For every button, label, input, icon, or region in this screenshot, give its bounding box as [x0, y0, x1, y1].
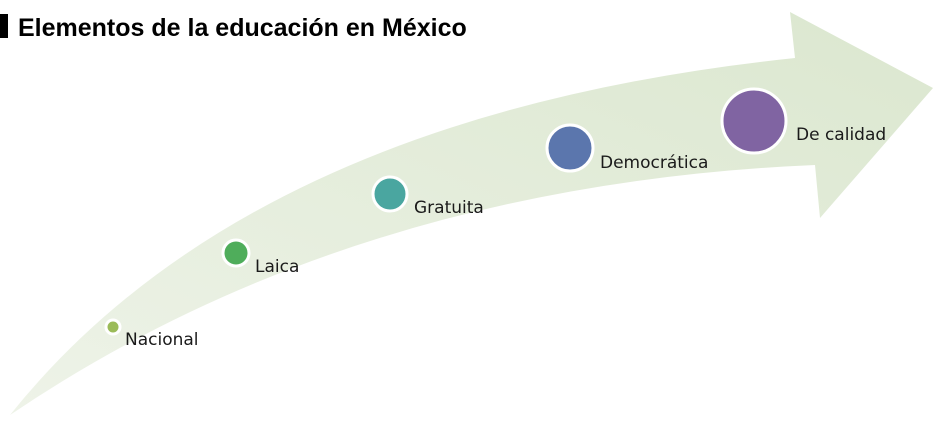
title-marker: [0, 14, 8, 38]
node-label: Laica: [255, 257, 299, 277]
node-circle: [104, 318, 122, 336]
arrow: [10, 12, 933, 415]
node-circle: [371, 175, 409, 213]
node-circle: [720, 87, 788, 155]
node-circle: [545, 123, 595, 173]
node-label: De calidad: [796, 125, 886, 145]
node-circle: [221, 238, 251, 268]
node-label: Democrática: [600, 153, 708, 173]
node-label: Gratuita: [414, 198, 484, 218]
node-label: Nacional: [125, 330, 199, 350]
title: Elementos de la educación en México: [18, 14, 467, 42]
